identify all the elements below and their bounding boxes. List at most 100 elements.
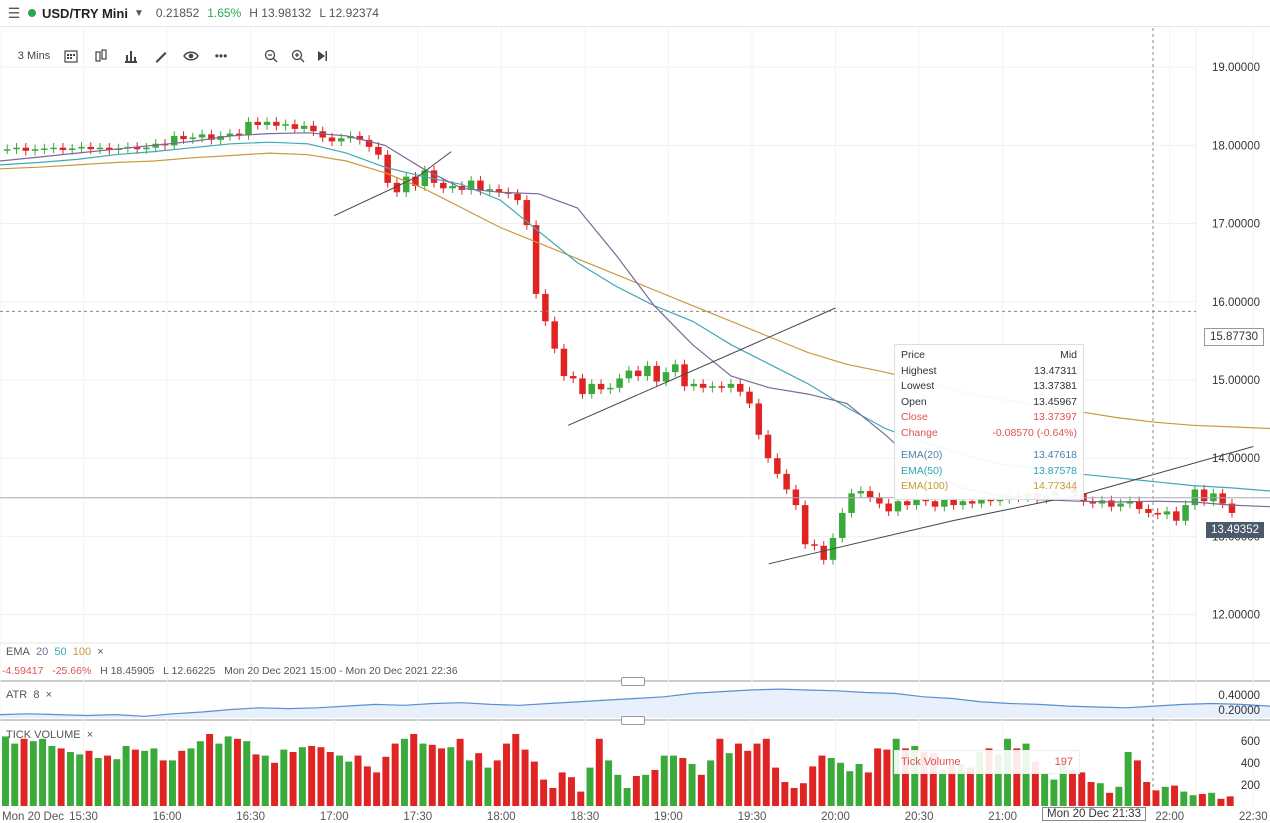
eye-icon[interactable] (176, 44, 206, 68)
volume-bar (1115, 786, 1123, 806)
volume-bar (1124, 752, 1132, 806)
candles-icon[interactable] (86, 44, 116, 68)
volume-bar (419, 743, 427, 806)
candle-body (755, 403, 763, 435)
calendar-icon[interactable] (56, 44, 86, 68)
volume-bar (465, 760, 473, 806)
y-tick-label: 17.00000 (1212, 219, 1260, 231)
atr-line (0, 688, 1270, 717)
volume-bar (716, 738, 724, 806)
candle-body (709, 386, 716, 388)
candle-body (941, 498, 948, 507)
candle-body (273, 121, 280, 126)
close-volume-icon[interactable]: × (86, 729, 94, 741)
candle-body (996, 498, 1004, 502)
candle-body (375, 146, 382, 155)
candle-body (245, 121, 252, 136)
trendline (333, 151, 452, 217)
tick-volume-legend: TICK VOLUME × (6, 729, 93, 741)
candle-body (282, 124, 289, 126)
volume-bar (1226, 796, 1234, 806)
candle-body (338, 138, 345, 142)
volume-bar (1217, 798, 1225, 806)
volume-bar (837, 762, 844, 806)
volume-bar (1106, 792, 1114, 806)
candle-body (690, 383, 698, 387)
candle-body (143, 147, 150, 150)
volume-bar (493, 760, 501, 806)
volume-bar (976, 752, 984, 806)
candle-body (449, 185, 456, 189)
volume-bar (521, 749, 529, 806)
volume-bar (753, 743, 761, 806)
volume-tooltip: Tick Volume 197 (894, 750, 1080, 774)
chevron-down-icon[interactable]: ▼ (133, 7, 144, 19)
candle-body (254, 121, 262, 125)
candle-body (848, 493, 855, 513)
candle-body (430, 170, 438, 183)
volume-bar (1180, 791, 1188, 806)
volume-bar (994, 754, 1002, 806)
candle-body (198, 134, 206, 138)
candle-body (13, 147, 20, 150)
volume-bar (141, 750, 149, 806)
candle-body (968, 501, 976, 504)
volume-bar (363, 766, 371, 806)
volume-bar (901, 748, 909, 806)
volume-bar (827, 758, 835, 806)
pane-resize-handle[interactable] (621, 677, 645, 686)
candle-body (1210, 493, 1217, 502)
symbol-title[interactable]: USD/TRY Mini (42, 5, 128, 21)
tooltip-row: Lowest 13.37381 (901, 380, 1077, 392)
y-tick-label: 15.00000 (1212, 375, 1260, 387)
candle-body (393, 182, 401, 193)
x-tick-label: 16:30 (236, 811, 265, 823)
candle-body (727, 383, 735, 388)
candle-body (1126, 501, 1134, 504)
candle-body (653, 365, 660, 382)
volume-bar (558, 772, 566, 806)
candle-body (662, 372, 670, 382)
candle-body (931, 501, 939, 507)
volume-bar (1189, 795, 1197, 806)
volume-bar (632, 776, 640, 806)
y-tick-label: 12.00000 (1212, 610, 1260, 622)
more-icon[interactable]: ••• (214, 49, 228, 63)
crosshair-price-tag: 15.87730 (1204, 328, 1264, 346)
volume-bar (308, 746, 316, 806)
tooltip-row: EMA(100) 14.77344 (901, 480, 1077, 492)
low-value: L 12.92374 (319, 6, 379, 20)
zoom-out-icon[interactable] (256, 44, 286, 68)
x-tick-label: 17:30 (403, 811, 432, 823)
zoom-in-icon[interactable] (286, 44, 310, 68)
close-atr-icon[interactable]: × (45, 689, 52, 701)
hamburger-menu-icon[interactable]: ☰ (7, 4, 21, 21)
candle-body (1108, 500, 1115, 507)
close-ema-icon[interactable]: × (97, 646, 104, 658)
x-tick-label: 19:00 (654, 811, 683, 823)
candle-body (1228, 503, 1236, 513)
volume-bar (484, 767, 492, 806)
interval-selector[interactable]: 3 Mins (17, 50, 51, 62)
candle-body (412, 176, 419, 186)
volume-bar (1152, 790, 1160, 806)
tooltip-row: Highest 13.47311 (901, 364, 1077, 377)
scroll-end-icon[interactable] (310, 44, 334, 68)
change-percent: 1.65% (207, 6, 242, 20)
market-open-indicator (28, 9, 36, 17)
candle-body (180, 135, 187, 140)
volume-bar (679, 758, 687, 806)
draw-icon[interactable] (146, 44, 176, 68)
volume-bar (1041, 773, 1049, 806)
pane-resize-handle[interactable] (621, 716, 645, 725)
volume-bar (345, 761, 353, 806)
candle-body (1191, 489, 1199, 506)
volume-bar (642, 774, 650, 806)
ema50-legend: 50 (54, 646, 67, 658)
bars-icon[interactable] (116, 44, 146, 68)
volume-bar (725, 753, 733, 806)
volume-bar (354, 755, 362, 806)
candle-body (300, 125, 308, 129)
volume-bar (1078, 772, 1086, 806)
